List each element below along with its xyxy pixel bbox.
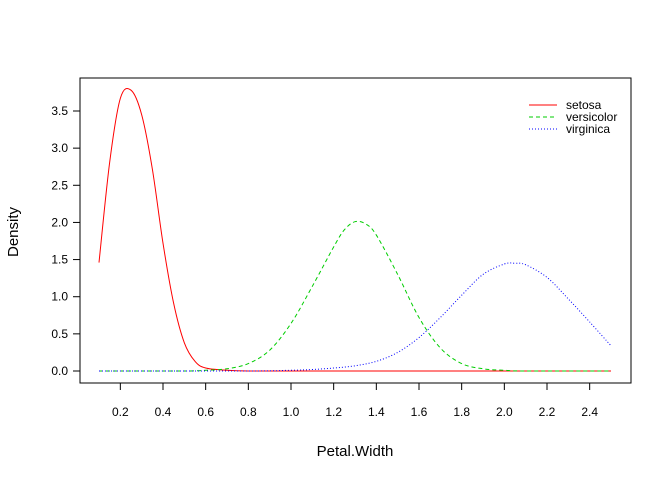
x-tick-label: 2.4 (581, 405, 598, 419)
x-tick-label: 1.2 (325, 405, 342, 419)
x-axis-title: Petal.Width (317, 443, 394, 460)
x-tick-label: 1.4 (368, 405, 385, 419)
y-tick-label: 0.5 (51, 327, 68, 341)
x-tick-label: 0.2 (112, 405, 129, 419)
y-tick-label: 3.5 (51, 104, 68, 118)
x-tick-label: 1.8 (453, 405, 470, 419)
y-axis: 0.0 0.5 1.0 1.5 2.0 2.5 3.0 3.5 (51, 104, 81, 378)
y-axis-title: Density (5, 206, 22, 257)
y-tick-label: 1.5 (51, 253, 68, 267)
x-tick-label: 0.8 (240, 405, 257, 419)
plot-frame (79, 77, 632, 384)
y-tick-label: 2.5 (51, 178, 68, 192)
series-line-setosa (98, 87, 611, 372)
series-line-versicolor (98, 220, 611, 372)
y-tick-label: 3.0 (51, 141, 68, 155)
x-tick-label: 1.0 (283, 405, 300, 419)
legend-label-setosa: setosa (566, 98, 602, 112)
x-axis: 0.2 0.4 0.6 0.8 1.0 1.2 1.4 1.6 1.8 2.0 2.2 2.4 (112, 382, 598, 419)
x-tick-label: 0.4 (155, 405, 172, 419)
y-tick-label: 0.0 (51, 364, 68, 378)
series-layer (98, 87, 612, 372)
x-tick-label: 2.0 (496, 405, 513, 419)
legend-label-versicolor: versicolor (566, 110, 617, 124)
x-tick-label: 0.6 (197, 405, 214, 419)
x-tick-label: 1.6 (411, 405, 428, 419)
x-tick-label: 2.2 (539, 405, 556, 419)
series-line-virginica (98, 262, 612, 372)
y-tick-label: 1.0 (51, 290, 68, 304)
y-tick-label: 2.0 (51, 215, 68, 229)
legend-label-virginica: virginica (566, 122, 610, 136)
